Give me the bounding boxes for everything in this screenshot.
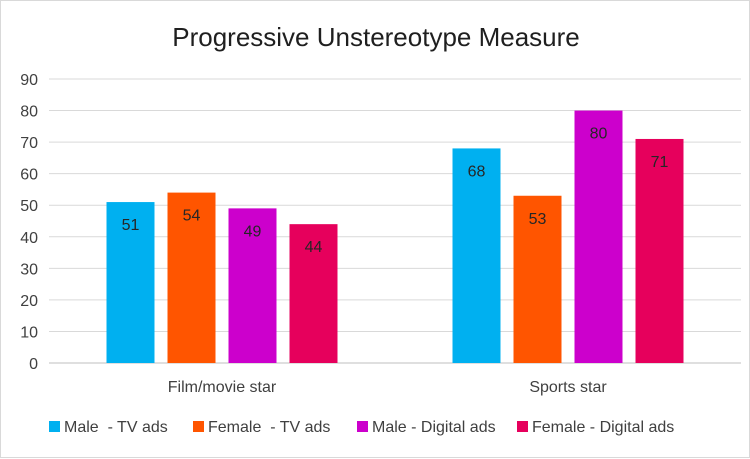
x-axis: Film/movie star Sports star — [168, 379, 608, 396]
data-label: 71 — [651, 154, 669, 171]
bar — [452, 148, 501, 363]
bars: 51 54 49 44 68 53 80 71 — [106, 110, 684, 363]
bar — [289, 224, 338, 363]
y-tick-label: 30 — [20, 261, 38, 278]
bar — [106, 202, 155, 363]
y-tick-label: 50 — [20, 198, 38, 215]
bar — [513, 195, 562, 363]
legend: Male - TV ads Female - TV ads Male - Digit… — [49, 419, 674, 436]
y-tick-label: 80 — [20, 104, 38, 121]
y-tick-label: 60 — [20, 167, 38, 184]
category-label: Film/movie star — [168, 379, 277, 396]
legend-swatch — [193, 421, 204, 432]
data-label: 44 — [305, 239, 323, 256]
bar — [574, 110, 623, 363]
y-tick-label: 20 — [20, 293, 38, 310]
legend-swatch — [49, 421, 60, 432]
data-label: 49 — [244, 223, 262, 240]
gridlines — [49, 78, 741, 364]
y-tick-label: 90 — [20, 72, 38, 89]
legend-label: Female - Digital ads — [532, 419, 674, 436]
legend-label: Male - TV ads — [64, 419, 168, 436]
y-tick-label: 40 — [20, 230, 38, 247]
data-label: 54 — [183, 208, 201, 225]
bar — [167, 192, 216, 363]
data-label: 53 — [529, 211, 547, 228]
category-label: Sports star — [529, 379, 607, 396]
y-tick-label: 0 — [29, 356, 38, 373]
y-tick-label: 10 — [20, 324, 38, 341]
data-label: 51 — [122, 217, 140, 234]
legend-label: Female - TV ads — [208, 419, 330, 436]
data-label: 68 — [468, 163, 486, 180]
legend-swatch — [357, 421, 368, 432]
legend-label: Male - Digital ads — [372, 419, 496, 436]
data-label: 80 — [590, 126, 608, 143]
y-tick-label: 70 — [20, 135, 38, 152]
y-axis: 0 10 20 30 40 50 60 70 80 90 — [20, 72, 38, 373]
bar — [228, 208, 277, 363]
bar — [635, 138, 684, 363]
legend-swatch — [517, 421, 528, 432]
chart-title: Progressive Unstereotype Measure — [172, 22, 580, 52]
